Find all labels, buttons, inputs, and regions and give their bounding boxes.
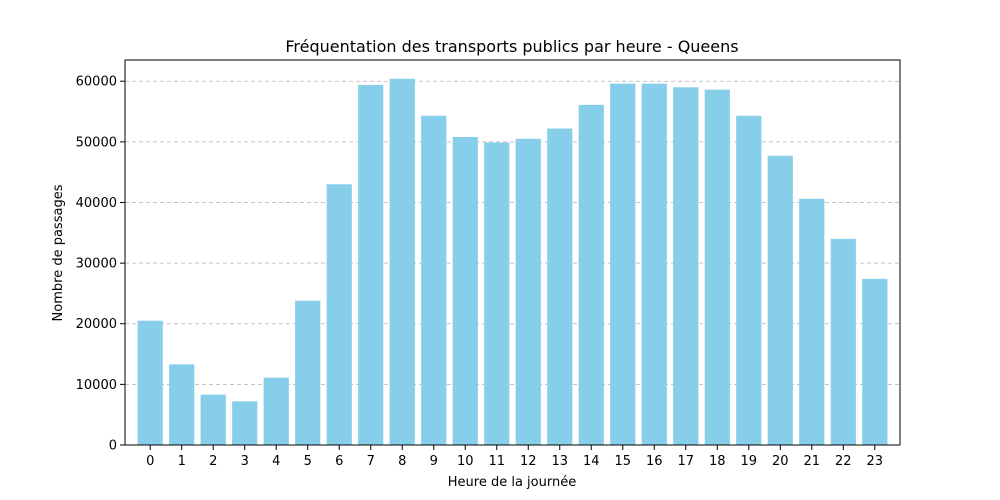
x-tick-label-7: 7 (367, 454, 375, 469)
x-tick-label-20: 20 (772, 454, 789, 469)
bar-7 (358, 84, 384, 445)
bar-18 (704, 89, 730, 445)
y-tick-label-3: 30000 (76, 257, 117, 272)
bar-10 (452, 137, 478, 445)
bar-23 (862, 278, 888, 445)
bar-17 (673, 87, 699, 446)
y-tick-label-5: 50000 (76, 135, 117, 150)
x-tick-label-17: 17 (677, 454, 694, 469)
x-tick-label-12: 12 (520, 454, 537, 469)
x-tick-label-10: 10 (457, 454, 474, 469)
bar-22 (830, 238, 856, 445)
x-tick-label-0: 0 (146, 454, 154, 469)
x-tick-label-15: 15 (614, 454, 631, 469)
bar-15 (610, 83, 636, 446)
bar-2 (200, 394, 226, 445)
x-tick-label-22: 22 (835, 454, 852, 469)
x-tick-label-5: 5 (304, 454, 312, 469)
bar-5 (295, 300, 321, 445)
x-tick-label-16: 16 (646, 454, 663, 469)
x-tick-label-14: 14 (583, 454, 600, 469)
bar-8 (389, 78, 415, 445)
chart-title: Fréquentation des transports publics par… (285, 37, 738, 56)
y-tick-label-0: 0 (109, 439, 117, 454)
y-axis-ticks: 0 10000 20000 30000 40000 50000 60000 (76, 75, 125, 454)
plot-frame (124, 59, 901, 446)
x-tick-label-21: 21 (804, 454, 821, 469)
x-tick-label-19: 19 (741, 454, 758, 469)
bar-12 (515, 138, 541, 445)
y-tick-label-4: 40000 (76, 196, 117, 211)
x-tick-label-9: 9 (430, 454, 438, 469)
x-tick-label-18: 18 (709, 454, 726, 469)
x-tick-label-13: 13 (551, 454, 568, 469)
x-tick-label-2: 2 (209, 454, 217, 469)
bar-6 (326, 184, 352, 446)
x-axis-ticks: 0 1 2 3 4 5 6 7 8 9 10 11 12 13 14 15 16 17 18 19 20 21 22 23 (146, 445, 883, 469)
bar-20 (767, 155, 793, 445)
bar-21 (799, 198, 825, 445)
bar-9 (421, 115, 447, 445)
bar-1 (169, 364, 195, 445)
bar-3 (232, 401, 258, 445)
bar-16 (641, 83, 667, 446)
x-tick-label-8: 8 (398, 454, 406, 469)
y-tick-label-1: 10000 (76, 378, 117, 393)
bars (137, 78, 888, 446)
bar-13 (547, 128, 573, 445)
x-tick-label-3: 3 (241, 454, 249, 469)
y-tick-label-6: 60000 (76, 75, 117, 90)
x-tick-label-1: 1 (178, 454, 186, 469)
bar-11 (484, 142, 510, 445)
bar-19 (736, 115, 762, 445)
bar-0 (137, 320, 163, 445)
bar-14 (578, 104, 604, 445)
x-tick-label-4: 4 (272, 454, 280, 469)
y-axis-label: Nombre de passages (51, 184, 66, 321)
x-tick-label-23: 23 (867, 454, 884, 469)
x-tick-label-6: 6 (335, 454, 343, 469)
x-tick-label-11: 11 (488, 454, 505, 469)
x-axis-label: Heure de la journée (448, 475, 576, 490)
y-tick-label-2: 20000 (76, 317, 117, 332)
bar-4 (263, 377, 289, 445)
